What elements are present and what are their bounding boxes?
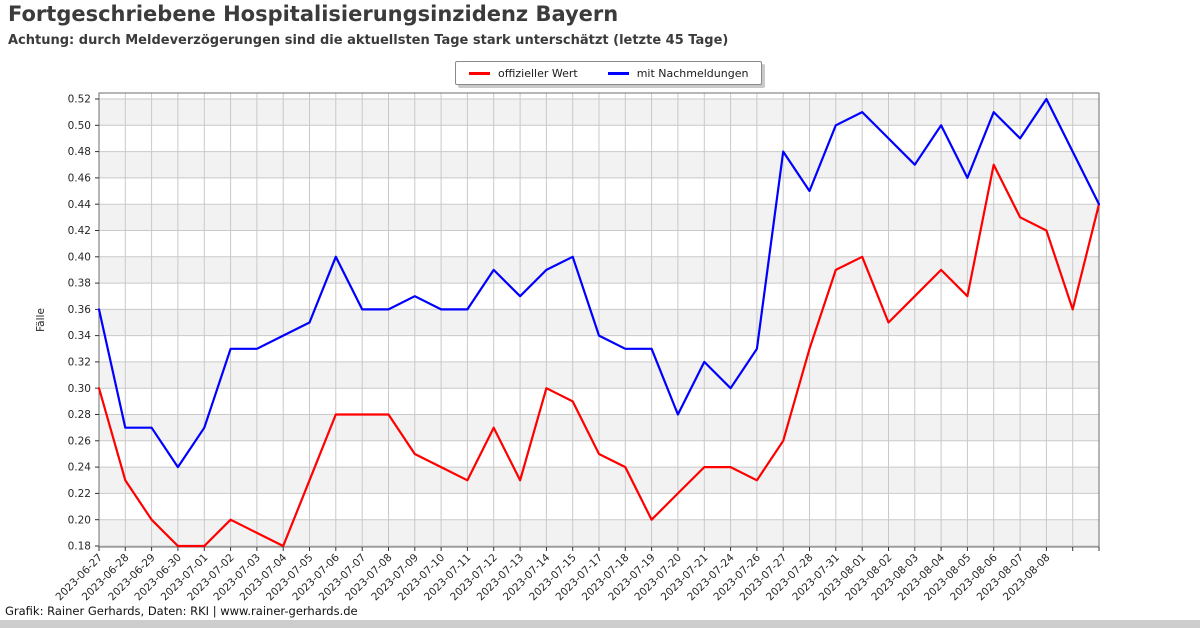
svg-text:0.38: 0.38	[68, 278, 91, 290]
svg-text:0.48: 0.48	[68, 146, 91, 158]
svg-text:0.46: 0.46	[68, 173, 92, 185]
svg-text:0.26: 0.26	[68, 435, 92, 447]
svg-text:0.44: 0.44	[68, 199, 92, 211]
svg-text:0.22: 0.22	[68, 488, 91, 500]
svg-text:0.34: 0.34	[68, 330, 92, 342]
legend-item-offizieller-wert: offizieller Wert	[469, 67, 578, 80]
svg-text:0.30: 0.30	[68, 383, 91, 395]
footer-credit: Grafik: Rainer Gerhards, Daten: RKI | ww…	[5, 604, 358, 618]
svg-text:0.28: 0.28	[68, 409, 91, 421]
svg-text:0.36: 0.36	[68, 304, 92, 316]
svg-text:0.32: 0.32	[68, 357, 91, 369]
blue-line-swatch-icon	[607, 71, 629, 75]
x-tick-labels: 2023-06-272023-06-282023-06-292023-06-30…	[53, 551, 1052, 603]
svg-text:0.50: 0.50	[68, 120, 91, 132]
legend-item-mit-nachmeldungen: mit Nachmeldungen	[607, 66, 749, 80]
svg-text:0.42: 0.42	[68, 225, 91, 237]
series-line-offizieller-wert	[97, 163, 1101, 548]
red-line-swatch-icon	[469, 71, 490, 75]
series-line-mit-nachmeldungen	[97, 97, 1101, 469]
axis-ticks	[95, 98, 1100, 551]
svg-text:0.20: 0.20	[68, 514, 91, 526]
legend: offizieller Wert mit Nachmeldungen	[455, 61, 763, 85]
y-axis-label: Fälle	[35, 308, 47, 332]
svg-text:0.52: 0.52	[68, 94, 91, 106]
chart-subtitle: Achtung: durch Meldeverzögerungen sind d…	[8, 33, 729, 48]
legend-label: mit Nachmeldungen	[636, 66, 749, 80]
svg-text:0.24: 0.24	[68, 462, 92, 474]
legend-label: offizieller Wert	[498, 66, 578, 80]
y-tick-labels: 0.18 0.20 0.22 0.24 0.26 0.28 0.30 0.32 0.34 0.36…	[68, 94, 92, 553]
page-title: Fortgeschriebene Hospitalisierungsinzide…	[8, 2, 619, 26]
bottom-edge-strip	[0, 620, 1200, 628]
svg-text:0.18: 0.18	[68, 541, 91, 553]
svg-text:0.40: 0.40	[68, 251, 91, 263]
